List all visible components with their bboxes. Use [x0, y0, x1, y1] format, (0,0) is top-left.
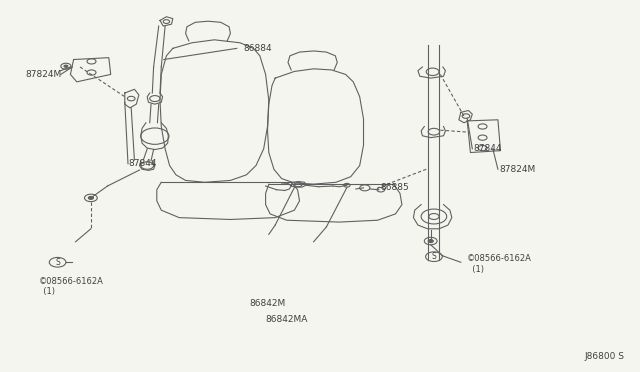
Circle shape: [64, 65, 68, 67]
Text: 87844: 87844: [128, 159, 157, 168]
Text: ©08566-6162A
  (1): ©08566-6162A (1): [467, 254, 532, 274]
Text: 86885: 86885: [381, 183, 410, 192]
Text: 86884: 86884: [243, 44, 272, 53]
Text: 86842M: 86842M: [250, 299, 286, 308]
Text: J86800 S: J86800 S: [584, 352, 624, 361]
Text: 87824M: 87824M: [26, 70, 62, 79]
Text: 86842MA: 86842MA: [266, 315, 308, 324]
Text: ©08566-6162A
  (1): ©08566-6162A (1): [38, 277, 103, 296]
Circle shape: [428, 240, 433, 243]
Text: 87824M: 87824M: [499, 165, 536, 174]
Circle shape: [88, 196, 93, 199]
Text: S: S: [431, 252, 436, 261]
Text: S: S: [55, 258, 60, 267]
Text: 87844: 87844: [474, 144, 502, 153]
